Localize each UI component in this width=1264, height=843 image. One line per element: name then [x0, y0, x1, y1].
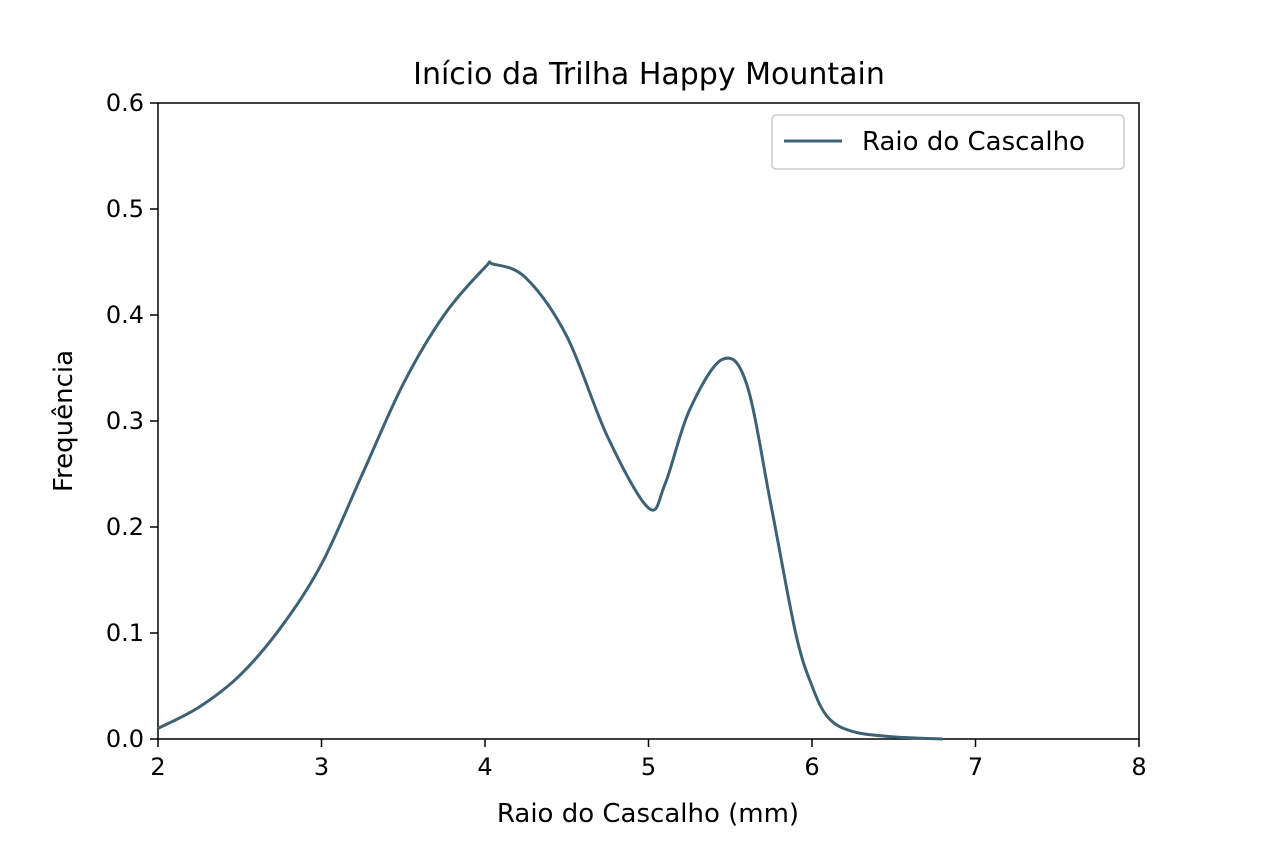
series-line-raio-do-cascalho [157, 260, 943, 741]
y-tick-label: 0.6 [106, 89, 144, 117]
y-axis: 0.0 0.1 0.2 0.3 0.4 0.5 0.6 [106, 89, 158, 753]
y-tick-label: 0.2 [106, 513, 144, 541]
legend-label: Raio do Cascalho [862, 127, 1085, 157]
x-tick-label: 7 [968, 753, 983, 781]
y-tick-label: 0.5 [106, 195, 144, 223]
y-tick-label: 0.4 [106, 301, 144, 329]
chart-title: Início da Trilha Happy Mountain [413, 57, 885, 92]
legend-box [771, 114, 1125, 170]
legend: Raio do Cascalho [771, 114, 1125, 170]
x-tick-label: 8 [1131, 753, 1146, 781]
x-tick-label: 3 [314, 753, 329, 781]
x-tick-label: 2 [150, 753, 165, 781]
x-tick-label: 4 [477, 753, 492, 781]
x-tick-label: 5 [641, 753, 656, 781]
y-tick-label: 0.3 [106, 407, 144, 435]
y-tick-label: 0.1 [106, 619, 144, 647]
x-axis-label: Raio do Cascalho (mm) [497, 799, 799, 829]
x-tick-label: 6 [804, 753, 819, 781]
y-axis-label: Frequência [49, 350, 79, 492]
x-axis: 2 3 4 5 6 7 8 [150, 739, 1147, 781]
y-tick-label: 0.0 [106, 725, 144, 753]
